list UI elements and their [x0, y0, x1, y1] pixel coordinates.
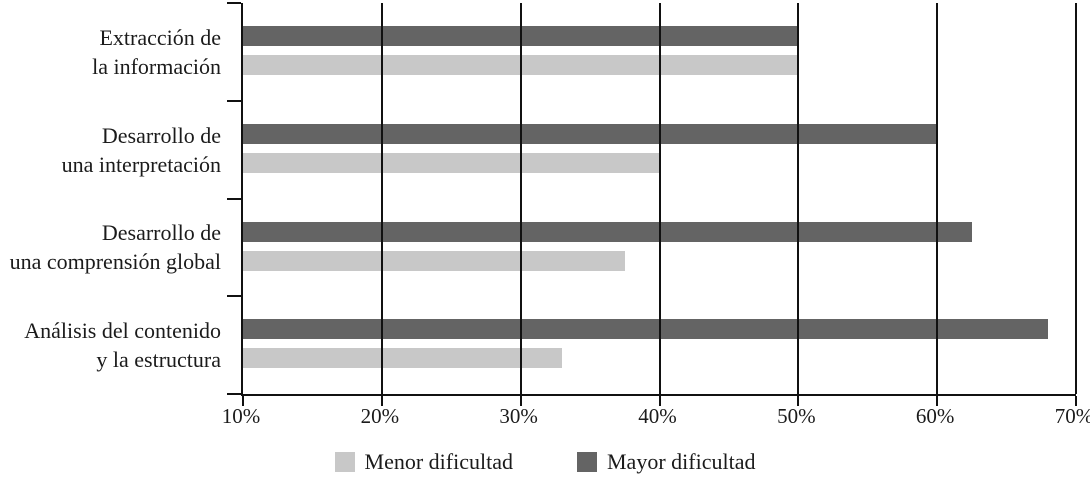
y-axis-tick — [227, 2, 241, 4]
legend-swatch-menor-dificultad — [334, 452, 355, 472]
category-label-line: y la estructura — [96, 347, 221, 373]
legend: Menor dificultad Mayor dificultad — [0, 449, 1090, 475]
y-axis-tick — [227, 393, 241, 395]
category-label-line: una comprensión global — [9, 249, 221, 275]
x-axis-tick-label: 10% — [221, 404, 261, 428]
category-label-line: Desarrollo de — [101, 220, 221, 246]
bar-menor-dificultad — [243, 348, 563, 369]
bar-mayor-dificultad — [243, 123, 938, 144]
category-label-line: Extracción de — [99, 24, 221, 50]
category-row — [243, 101, 1076, 199]
x-axis-tick-label: 40% — [638, 404, 677, 428]
bar-mayor-dificultad — [243, 221, 972, 242]
category-label: Análisis del contenido y la estructura — [0, 296, 221, 394]
x-axis-tick — [519, 396, 522, 406]
x-axis-tick — [658, 396, 661, 406]
category-label-line: Desarrollo de — [101, 122, 221, 148]
x-axis-tick-label: 50% — [777, 404, 816, 428]
x-axis-tick — [380, 396, 383, 406]
x-axis-tick — [242, 396, 244, 406]
legend-item-menor-dificultad: Menor dificultad — [334, 449, 513, 475]
category-labels: Extracción de la información Desarrollo de… — [0, 3, 221, 394]
x-axis-tick — [1075, 396, 1077, 406]
gridline — [380, 3, 383, 394]
x-axis-tick-label: 20% — [360, 404, 400, 428]
y-axis-tick — [227, 295, 241, 298]
gridline — [936, 3, 939, 394]
plot-area — [227, 2, 1077, 406]
gridline — [519, 3, 522, 394]
category-label: Desarrollo de una interpretación — [0, 101, 221, 199]
category-label-line: una interpretación — [61, 151, 221, 177]
category-row — [243, 296, 1076, 394]
x-axis-tick-label: 30% — [499, 404, 538, 428]
category-label-line: la información — [92, 53, 221, 79]
gridline — [658, 3, 661, 394]
x-axis-labels: 10% 20% 30% 40% 50% 60% 70% — [222, 404, 1090, 432]
gridline — [797, 3, 800, 394]
x-axis-tick — [936, 396, 939, 406]
legend-label: Mayor dificultad — [607, 449, 756, 474]
x-axis-tick-label: 60% — [915, 404, 955, 428]
legend-item-mayor-dificultad: Mayor dificultad — [577, 449, 755, 475]
bar-menor-dificultad — [243, 250, 625, 271]
y-axis-tick — [227, 197, 241, 200]
category-label-line: Análisis del contenido — [24, 318, 221, 344]
category-label: Desarrollo de una comprensión global — [0, 199, 221, 297]
category-label: Extracción de la información — [0, 3, 221, 101]
legend-label: Menor dificultad — [364, 449, 513, 474]
bar-menor-dificultad — [243, 152, 660, 173]
x-axis-tick-label: 70% — [1054, 404, 1090, 428]
gridline — [1075, 3, 1077, 394]
y-axis-tick — [227, 99, 241, 102]
category-row — [243, 199, 1076, 297]
legend-swatch-mayor-dificultad — [577, 452, 597, 472]
x-axis-tick — [797, 396, 800, 406]
bar-mayor-dificultad — [243, 319, 1049, 340]
